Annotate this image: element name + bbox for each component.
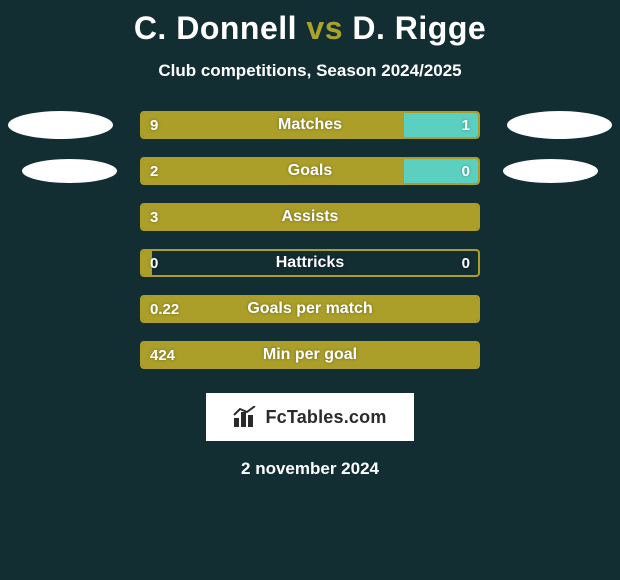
stat-row: Goals per match0.22 (0, 295, 620, 323)
player-right-name: D. Rigge (352, 10, 486, 46)
stat-bar: Goals (140, 157, 480, 185)
stat-row: Goals2 0 (0, 157, 620, 185)
stat-fill-left (142, 205, 478, 229)
comparison-card: C. Donnell vs D. Rigge Club competitions… (0, 0, 620, 479)
brand-badge[interactable]: FcTables.com (206, 393, 414, 441)
stat-value-left: 2 (150, 157, 158, 185)
title-vs: vs (306, 10, 343, 46)
stat-value-right: 0 (462, 249, 470, 277)
stat-bar: Matches (140, 111, 480, 139)
brand-text: FcTables.com (265, 407, 386, 428)
stat-value-left: 3 (150, 203, 158, 231)
stat-fill-left (142, 113, 404, 137)
stat-value-left: 0 (150, 249, 158, 277)
stat-value-left: 0.22 (150, 295, 179, 323)
stat-bar: Min per goal (140, 341, 480, 369)
stat-row: Min per goal424 (0, 341, 620, 369)
stat-bar: Goals per match (140, 295, 480, 323)
stat-value-right: 0 (462, 157, 470, 185)
stats-list: Matches91Goals20Assists3Hattricks00Goals… (0, 111, 620, 387)
stat-row: Matches9 1 (0, 111, 620, 139)
team-badge-left (8, 111, 113, 139)
stat-value-left: 424 (150, 341, 175, 369)
team-badge-right (503, 159, 598, 183)
page-title: C. Donnell vs D. Rigge (134, 10, 486, 47)
bar-chart-icon (233, 406, 259, 428)
team-badge-left (22, 159, 117, 183)
stat-fill-left (142, 159, 404, 183)
subtitle: Club competitions, Season 2024/2025 (158, 61, 461, 81)
stat-row: Hattricks0 0 (0, 249, 620, 277)
stat-bar: Hattricks (140, 249, 480, 277)
stat-label: Hattricks (142, 251, 478, 275)
stat-fill-left (142, 343, 478, 367)
stat-value-left: 9 (150, 111, 158, 139)
player-left-name: C. Donnell (134, 10, 297, 46)
team-badge-right (507, 111, 612, 139)
stat-row: Assists3 (0, 203, 620, 231)
stat-value-right: 1 (462, 111, 470, 139)
stat-fill-left (142, 297, 478, 321)
stat-bar: Assists (140, 203, 480, 231)
date-text: 2 november 2024 (241, 459, 379, 479)
